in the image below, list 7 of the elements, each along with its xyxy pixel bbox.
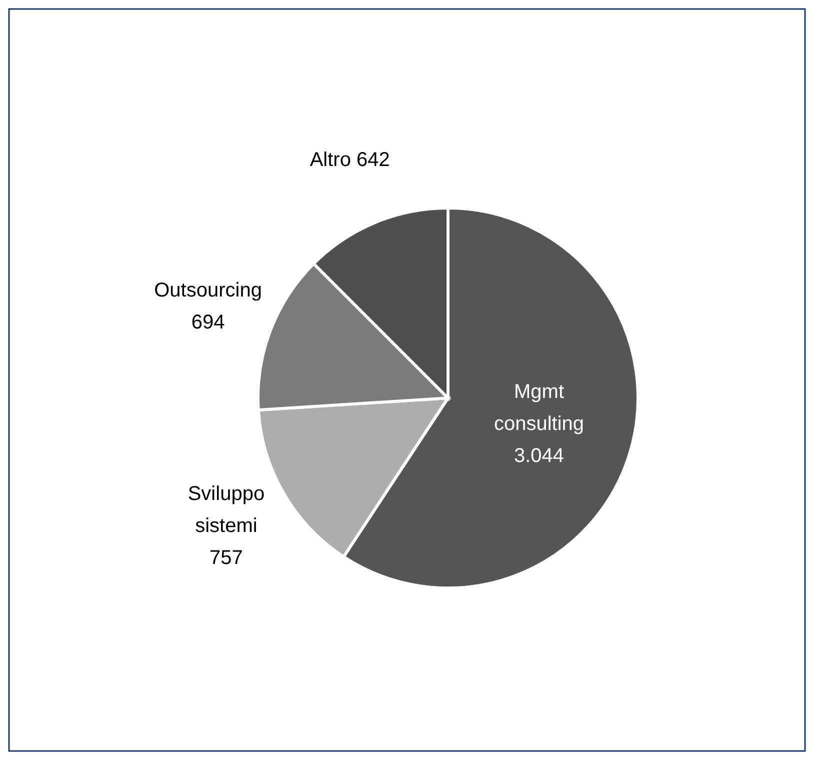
slice-label: Outsourcing: [154, 280, 262, 302]
slice-label: Mgmt consulting: [494, 382, 584, 436]
data-label: 694: [191, 312, 225, 334]
slice-label: Sviluppo sistemi: [188, 483, 265, 538]
data-label: 3.044: [514, 446, 564, 468]
slice-label: Altro 642: [310, 149, 390, 172]
data-label: 757: [210, 547, 243, 570]
